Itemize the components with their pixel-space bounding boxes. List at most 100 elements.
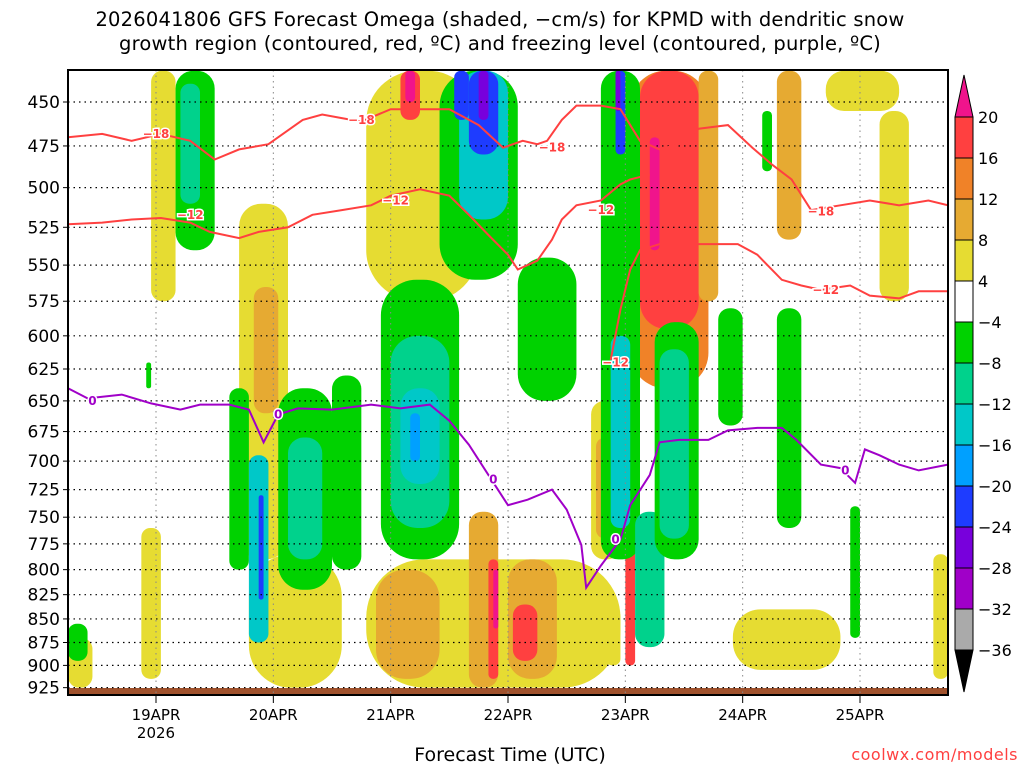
omega-shaded-region [376, 569, 440, 679]
y-tick-label: 725 [28, 481, 60, 501]
contour-label: −18 [539, 141, 566, 155]
colorbar-level-label: −36 [978, 641, 1012, 660]
omega-shaded-region [625, 543, 636, 666]
chart-title-line-1: 2026041806 GFS Forecast Omega (shaded, −… [95, 8, 905, 31]
x-axis-label: Forecast Time (UTC) [414, 744, 606, 766]
y-tick-label: 625 [28, 360, 60, 380]
omega-shaded-region [332, 375, 362, 570]
omega-shaded-region [478, 70, 489, 120]
omega-shaded-region [933, 554, 948, 679]
y-tick-label: 900 [28, 656, 60, 676]
colorbar-level-label: −16 [978, 436, 1012, 455]
chart-title-line-2: growth region (contoured, red, ºC) and f… [119, 32, 881, 55]
colorbar-under-triangle [954, 649, 974, 693]
omega-shaded-region [850, 506, 860, 638]
omega-shaded-region [517, 257, 577, 401]
colorbar-bin [954, 567, 974, 610]
omega-shaded-region [825, 70, 900, 111]
omega-shaded-region [698, 70, 719, 302]
x-tick-label: 21APR [366, 706, 415, 724]
omega-shaded-region [258, 495, 264, 600]
y-tick-label: 875 [28, 633, 60, 653]
contour-label: −18 [143, 127, 170, 141]
y-tick-label: 675 [28, 423, 60, 443]
colorbar-bin [954, 321, 974, 364]
x-tick-label: 25APR [836, 706, 885, 724]
contour-line-freezing-level-0C [68, 387, 948, 591]
omega-shaded-region [649, 137, 660, 251]
colorbar-level-label: −32 [978, 600, 1012, 619]
omega-shaded-region [615, 70, 621, 111]
y-tick-label: 650 [28, 392, 60, 412]
omega-shaded-region [659, 349, 689, 539]
colorbar-bin [954, 239, 974, 282]
colorbar-bin [954, 116, 974, 159]
omega-shaded-region [410, 413, 420, 462]
colorbar-bin [954, 403, 974, 446]
contour-line-dgz-minus18C [68, 104, 948, 212]
contour-label: 0 [489, 472, 497, 486]
x-tick-label: 20APR [249, 706, 298, 724]
contour-line-dgz-minus12C-b [609, 243, 948, 361]
y-tick-label: 825 [28, 586, 60, 606]
y-tick-label: 600 [28, 327, 60, 347]
source-credit: coolwx.com/models [851, 745, 1018, 764]
omega-shaded-region [776, 308, 802, 528]
omega-shaded-region [253, 286, 279, 414]
omega-shaded-region [605, 609, 621, 666]
contour-label: −18 [808, 205, 835, 219]
omega-shaded-region [454, 70, 469, 120]
colorbar-level-label: 16 [978, 149, 998, 168]
colorbar-level-label: 8 [978, 231, 988, 250]
omega-shaded-region [493, 569, 499, 629]
omega-shaded-region [776, 70, 802, 240]
y-tick-label: 925 [28, 679, 60, 699]
colorbar-bin [954, 485, 974, 528]
plot-layer: 0 0 0 0 0 −18 −18 −18 −18 −12 −12 −12 −12 −12 [68, 70, 948, 695]
contour-label: 0 [274, 408, 282, 422]
contour-label: −12 [588, 203, 615, 217]
y-tick-label: 475 [28, 137, 60, 157]
omega-shaded-region [718, 308, 743, 426]
omega-shaded-region [180, 83, 200, 204]
omega-shaded-region [512, 604, 538, 661]
y-tick-label: 850 [28, 610, 60, 630]
colorbar-level-label: −12 [978, 395, 1012, 414]
colorbar-level-label: −24 [978, 518, 1012, 537]
colorbar-level-label: −20 [978, 477, 1012, 496]
omega-shaded-region [68, 623, 88, 661]
contour-label: −12 [177, 208, 204, 222]
omega-shaded-region [151, 70, 176, 302]
contour-line-dgz-minus12C-a [68, 173, 651, 271]
colorbar-level-label: 20 [978, 108, 998, 127]
colorbar-bin [954, 444, 974, 487]
x-tick-label: 22APR [484, 706, 533, 724]
omega-shaded-region [640, 70, 699, 330]
contour-label: 0 [88, 394, 96, 408]
y-tick-label: 700 [28, 452, 60, 472]
colorbar-level-label: −8 [978, 354, 1002, 373]
contour-label: −18 [348, 113, 375, 127]
colorbar-bin [954, 198, 974, 241]
y-tick-label: 450 [28, 93, 60, 113]
x-tick-label: 23APR [601, 706, 650, 724]
y-tick-label: 525 [28, 218, 60, 238]
colorbar-level-label: −28 [978, 559, 1012, 578]
contour-label: −12 [382, 194, 409, 208]
chart-title: 2026041806 GFS Forecast Omega (shaded, −… [0, 8, 1000, 56]
omega-shaded-region [879, 110, 909, 302]
omega-shaded-region [288, 437, 323, 560]
colorbar-level-label: 12 [978, 190, 998, 209]
omega-shaded-region [146, 362, 152, 389]
y-tick-label: 800 [28, 561, 60, 581]
colorbar-level-label: −4 [978, 313, 1002, 332]
omega-shaded-region [248, 554, 342, 688]
colorbar: 20 16 12 8 4 −4 −8 −12 −16 −20 −24 −28 −32 −36 [954, 74, 1012, 693]
contour-label: −12 [812, 283, 839, 297]
colorbar-bin [954, 362, 974, 405]
y-tick-label: 575 [28, 292, 60, 312]
contour-label: 0 [611, 533, 619, 547]
y-tick-label: 750 [28, 508, 60, 528]
colorbar-bin [954, 526, 974, 569]
